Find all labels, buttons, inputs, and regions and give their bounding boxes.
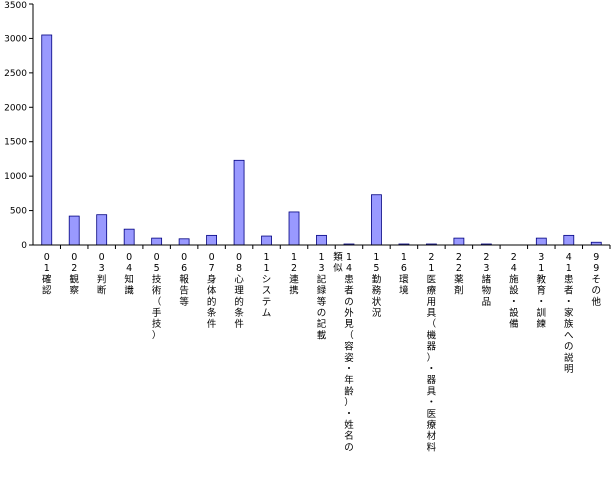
y-axis: 0 500 1000 1500 2000 2500 3000 3500 bbox=[4, 1, 34, 251]
bar bbox=[563, 234, 575, 246]
bar bbox=[261, 235, 272, 246]
y-tick-label: 3500 bbox=[4, 1, 27, 11]
x-category-label: 4 1 患者・家族への説明 bbox=[564, 252, 574, 375]
x-category-label: 2 4 施設・設備 bbox=[509, 252, 519, 330]
x-category-label: 1 5 勤務状況 bbox=[372, 252, 382, 319]
bar bbox=[453, 237, 465, 246]
x-category-label: 0 5 技術（手技） bbox=[152, 252, 162, 341]
x-category-label: 1 6 環境 bbox=[399, 252, 409, 297]
y-tick-label: 500 bbox=[10, 207, 27, 217]
x-category-label: 9 9 その他 bbox=[592, 252, 602, 308]
x-category-label: 1 3 記録等の記載 bbox=[317, 252, 327, 341]
x-category-label: 1 2 連携 bbox=[289, 252, 299, 297]
y-tick-label: 2000 bbox=[4, 103, 27, 113]
y-tick-label: 1500 bbox=[4, 138, 27, 148]
y-tick-label: 1000 bbox=[4, 172, 27, 182]
y-tick-label: 3000 bbox=[4, 34, 27, 44]
x-category-label: 2 1 医療用具（機器）・器具・医療材料 bbox=[427, 252, 437, 453]
bar bbox=[41, 34, 53, 246]
bar bbox=[288, 211, 300, 246]
x-category-label: 0 4 知識 bbox=[124, 252, 134, 297]
bar bbox=[233, 159, 245, 246]
bar bbox=[123, 228, 135, 246]
x-category-label: 0 8 心理的条件 bbox=[234, 252, 244, 330]
bar bbox=[316, 234, 327, 246]
bar bbox=[371, 194, 382, 246]
x-category-label: 1 4 患者の外見（容姿・年齢）・姓名の類似 bbox=[333, 252, 354, 453]
bars bbox=[41, 34, 602, 246]
bar bbox=[96, 214, 108, 246]
x-category-label: 3 1 教育・訓練 bbox=[537, 252, 547, 330]
bar bbox=[206, 234, 217, 246]
x-category-label: 2 3 諸物品 bbox=[482, 252, 492, 308]
bar bbox=[68, 215, 80, 246]
x-category-label: 0 3 判断 bbox=[97, 252, 107, 297]
x-category-label: 2 2 薬剤 bbox=[454, 252, 464, 297]
bar bbox=[535, 237, 547, 246]
bar bbox=[151, 237, 163, 246]
x-axis: 0 1 確認 0 2 観察 0 3 判断 0 4 知識 0 5 技術（手技） 0 6 報告等 0 7 身体的条件 0 8 心理… bbox=[33, 244, 611, 453]
x-category-label: 0 1 確認 bbox=[42, 252, 52, 297]
y-tick-label: 0 bbox=[21, 241, 27, 251]
y-tick-label: 2500 bbox=[4, 69, 27, 79]
x-category-label: 0 2 観察 bbox=[69, 252, 79, 297]
bar bbox=[178, 238, 190, 246]
x-category-label: 0 7 身体的条件 bbox=[207, 252, 217, 330]
x-category-label: 0 6 報告等 bbox=[179, 252, 189, 308]
x-category-label: 1 1 システム bbox=[262, 252, 272, 319]
